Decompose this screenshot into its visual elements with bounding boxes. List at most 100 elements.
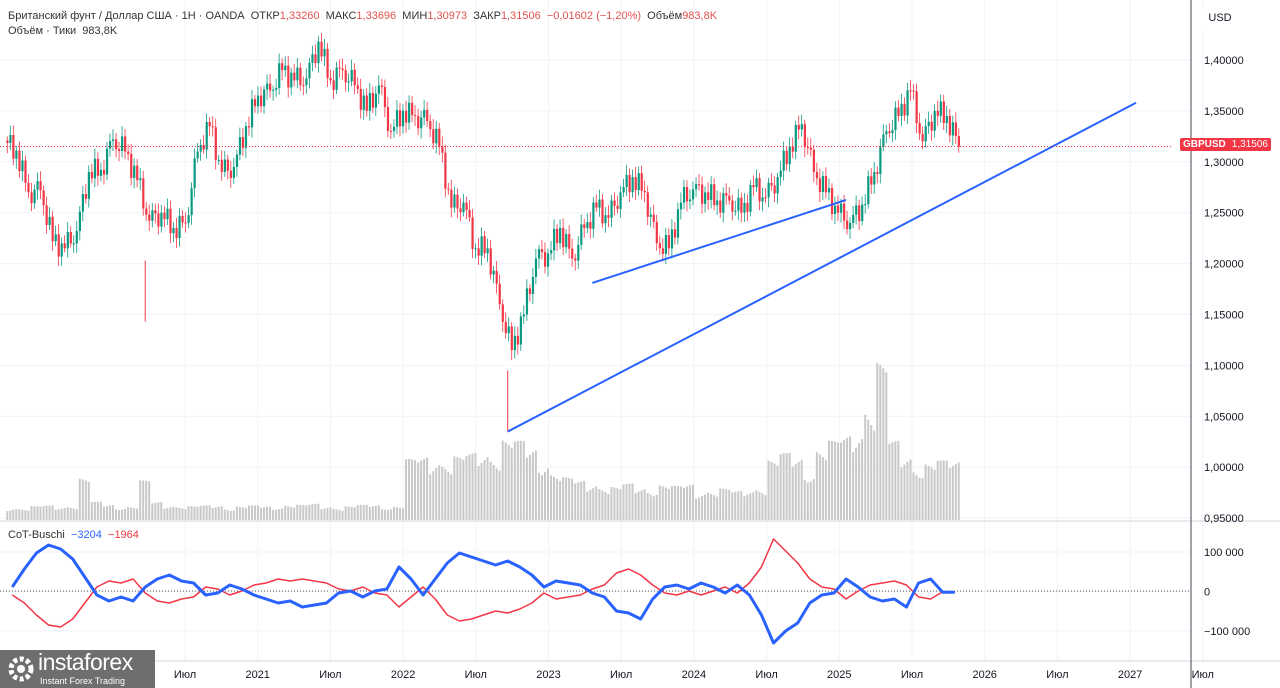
candle-body <box>504 321 507 334</box>
candle-body <box>359 88 362 110</box>
trendlines[interactable] <box>507 101 1137 433</box>
volume-bar <box>338 510 341 520</box>
candle-body <box>782 150 785 171</box>
volume-bar <box>136 508 139 520</box>
candle-body <box>619 192 622 209</box>
time-tick-label: Июл <box>901 669 923 681</box>
candle-body <box>670 229 674 249</box>
candle-body <box>172 227 175 234</box>
candle-body <box>827 187 831 193</box>
candle-body <box>933 110 936 131</box>
symbol-title[interactable]: Британский фунт / Доллар США · 1Н · OAND… <box>8 10 245 22</box>
candle-body <box>471 217 474 249</box>
candle-body <box>767 182 770 198</box>
volume-bar <box>124 509 127 520</box>
volume-bar <box>401 508 404 520</box>
volume-bar <box>178 508 181 520</box>
candle-body <box>398 110 402 127</box>
volume-bar <box>24 510 27 520</box>
volume-bar <box>951 466 954 520</box>
volume-bar <box>710 494 713 520</box>
candle-body <box>833 205 837 214</box>
volume-bar <box>546 468 549 520</box>
volume-bar <box>184 509 187 520</box>
candle-body <box>764 197 767 199</box>
candle-body <box>414 115 417 117</box>
candle-body <box>453 194 456 208</box>
candle-body <box>571 248 574 259</box>
price-tick-label: 1,35000 <box>1204 106 1244 118</box>
candle-body <box>232 166 235 178</box>
volume-bar <box>682 487 685 520</box>
volume-indicator-label[interactable]: Объём · Тики <box>8 25 77 37</box>
volume-bar <box>556 478 559 520</box>
candle-body <box>646 192 649 217</box>
cot-name[interactable]: CoT-Buschi <box>8 529 65 541</box>
volume-bar <box>30 506 33 520</box>
volume-bar <box>879 365 882 520</box>
volume-bar <box>148 481 151 520</box>
candle-body <box>205 122 208 150</box>
volume-bar <box>142 480 145 520</box>
candle-body <box>214 127 217 160</box>
candle-body <box>332 80 335 90</box>
volume-bar <box>247 505 250 520</box>
volume-bar <box>833 441 836 520</box>
cot-axis[interactable]: 100 000 0 −100 000 <box>1204 547 1250 638</box>
candle-body <box>876 171 879 174</box>
volume-bar <box>12 509 15 520</box>
volume-bar <box>99 501 102 520</box>
volume-bar <box>6 511 9 520</box>
volume-bar <box>948 468 951 520</box>
volume-bar <box>9 510 12 520</box>
candle-body <box>75 231 78 244</box>
volume-bar <box>205 505 208 520</box>
candle-body <box>36 181 39 190</box>
volume-bar <box>574 483 577 520</box>
volume-bar <box>610 486 613 520</box>
price-axis[interactable]: 1,40000 1,35000 1,30000 1,25000 1,20000 1,150… <box>1204 55 1244 525</box>
volume-bar <box>716 496 719 520</box>
volume-bar <box>734 491 737 520</box>
volume-bar <box>752 492 755 520</box>
price-tick-label: 1,15000 <box>1204 310 1244 322</box>
candle-body <box>489 248 492 275</box>
candle-body <box>580 224 583 245</box>
volume-bar <box>69 507 72 520</box>
volume-bar <box>773 463 776 520</box>
candle-body <box>906 90 909 116</box>
candle-body <box>746 202 749 212</box>
volume-bar <box>815 452 818 520</box>
candle-body <box>710 184 713 200</box>
volume-bar <box>341 510 344 520</box>
volume-bar <box>60 508 63 520</box>
volume-bar <box>713 495 716 520</box>
candle-body <box>806 146 809 148</box>
volume-bar <box>42 506 45 520</box>
volume-bar <box>592 488 595 520</box>
candle-body <box>743 202 746 213</box>
time-axis[interactable]: Июл 2021 Июл 2022 Июл 2023 Июл 2024 Июл 2025 Июл 20… <box>174 669 1214 681</box>
volume-bar <box>256 505 259 520</box>
candle-body <box>870 176 873 185</box>
low-label: МИН <box>402 10 428 22</box>
cot-tick-label: −100 000 <box>1204 626 1250 638</box>
candle-body <box>528 288 532 295</box>
volume-bar <box>48 505 51 520</box>
volume-bar <box>740 490 743 520</box>
volume-bar <box>688 485 691 520</box>
candle-body <box>803 124 806 147</box>
candle-body <box>562 227 565 248</box>
candle-body <box>942 101 945 124</box>
volume-bar <box>809 481 812 520</box>
volume-bar <box>728 489 731 520</box>
candle-body <box>716 200 719 206</box>
candle-body <box>48 216 51 225</box>
currency-button[interactable]: USD <box>1200 8 1240 28</box>
candle-body <box>737 197 740 211</box>
volume-bar <box>846 437 849 520</box>
volume-bar <box>356 505 359 520</box>
candle-body <box>688 199 692 202</box>
candle-body <box>121 136 124 151</box>
